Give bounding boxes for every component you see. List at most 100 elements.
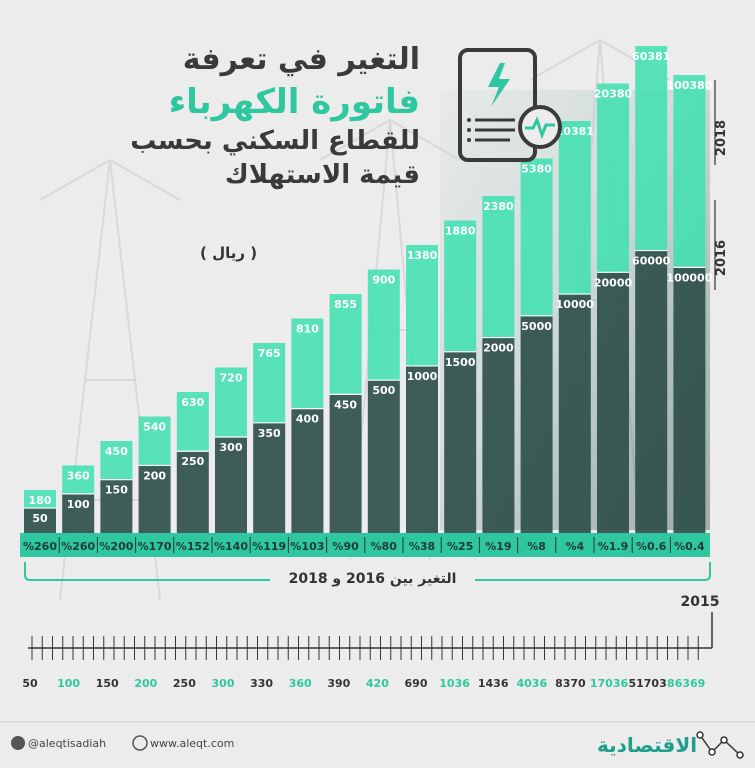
data-label-2018: 630 [181, 396, 204, 409]
data-label-2018: 20380 [594, 88, 633, 101]
twitter-icon [11, 736, 25, 750]
bar-2016 [138, 465, 171, 533]
data-label-2018: 900 [372, 274, 395, 287]
consumption-label: 360 [289, 677, 312, 690]
data-label-2018: 855 [334, 298, 357, 311]
bar-2018 [253, 343, 286, 423]
data-label-2018: 360 [67, 470, 90, 483]
change-label: %103 [290, 540, 324, 553]
data-label-2016: 100 [67, 498, 90, 511]
bar-2016 [24, 508, 56, 533]
consumption-label: 150 [96, 677, 119, 690]
data-label-2018: 450 [105, 445, 128, 458]
bar-2016 [482, 337, 515, 533]
consumption-label: 250 [173, 677, 196, 690]
bar-2018 [482, 196, 515, 338]
change-label: %140 [214, 540, 248, 553]
data-label-2018: 1380 [407, 249, 438, 262]
change-label: %90 [332, 540, 359, 553]
bar-2018 [176, 392, 209, 452]
consumption-label: 4036 [516, 677, 547, 690]
brand-logo: الاقتصادية [597, 733, 698, 757]
bar-2018 [138, 416, 171, 466]
bar-2016 [215, 437, 247, 533]
data-label-2018: 765 [258, 347, 281, 360]
consumption-label: 200 [134, 677, 157, 690]
data-label-2016: 150 [105, 484, 128, 497]
data-label-2016: 300 [220, 441, 243, 454]
bar-2016 [558, 294, 591, 533]
bar-2016 [597, 272, 629, 533]
consumption-label: 1436 [478, 677, 509, 690]
bar-2016 [520, 315, 553, 533]
website-link[interactable]: www.aleqt.com [150, 737, 235, 750]
change-label: %260 [61, 540, 95, 553]
change-label: %19 [485, 540, 511, 553]
bar-2018 [444, 220, 477, 352]
data-label-2018: 540 [143, 421, 166, 434]
data-label-2016: 400 [296, 413, 319, 426]
consumption-label: 300 [212, 677, 235, 690]
bar-2016 [673, 267, 706, 533]
title-block: التغير في تعرفة فاتورة الكهرباء للقطاع ا… [60, 40, 420, 192]
change-label: %25 [447, 540, 473, 553]
consumption-label: 100 [57, 677, 80, 690]
bar-2018 [329, 294, 362, 395]
data-label-2016: 500 [372, 384, 395, 397]
data-label-2016: 1500 [445, 356, 476, 369]
consumption-label: 51703 [628, 677, 666, 690]
change-label: %38 [409, 540, 435, 553]
bar-2016 [406, 365, 438, 533]
consumption-label: 86369 [667, 677, 705, 690]
change-label: %119 [252, 540, 286, 553]
consumption-label: 390 [327, 677, 350, 690]
change-label: %0.4 [674, 540, 705, 553]
data-label-2018: 180 [29, 494, 52, 507]
bar-2016 [291, 408, 324, 533]
bar-2018 [635, 46, 668, 251]
bar-2018 [406, 245, 438, 366]
data-label-2016: 60000 [632, 255, 671, 268]
consumption-label: 50 [22, 677, 38, 690]
bar-2018 [100, 441, 133, 480]
bar-2016 [635, 250, 668, 534]
change-label: %260 [23, 540, 57, 553]
consumption-label: 1036 [439, 677, 470, 690]
bar-2018 [558, 121, 591, 295]
bar-2018 [62, 465, 95, 494]
consumption-label: 17036 [590, 677, 629, 690]
bar-2018 [291, 318, 324, 409]
data-label-2016: 100000 [666, 271, 712, 284]
data-label-2016: 10000 [556, 298, 595, 311]
data-label-2018: 10381 [556, 125, 594, 138]
data-label-2016: 5000 [521, 320, 552, 333]
data-label-2018: 720 [220, 372, 243, 385]
change-label: %170 [138, 540, 172, 553]
data-label-2018: 60381 [632, 50, 670, 63]
change-label: %200 [99, 540, 133, 553]
bar-2016 [253, 422, 286, 533]
title-line-2: فاتورة الكهرباء [168, 82, 420, 122]
bar-2016 [176, 451, 209, 533]
data-label-2016: 50 [32, 512, 48, 525]
change-label: %4 [565, 540, 584, 553]
data-label-2016: 350 [258, 427, 281, 440]
data-label-2018: 810 [296, 323, 319, 336]
bar-2018 [673, 75, 706, 268]
change-label: %1.9 [598, 540, 629, 553]
globe-icon [132, 735, 148, 751]
consumption-label: 8370 [555, 677, 586, 690]
bill-icon [458, 48, 562, 162]
data-label-2016: 2000 [483, 342, 514, 355]
change-label: %152 [176, 540, 210, 553]
logo-graph-icon [696, 731, 744, 759]
bar-2018 [597, 83, 629, 273]
bar-2016 [62, 493, 95, 533]
bar-2018 [367, 269, 400, 381]
bar-2016 [367, 380, 400, 533]
data-label-2018: 1880 [445, 225, 476, 238]
data-label-2016: 200 [143, 469, 166, 482]
title-line-4: قيمة الاستهلاك [224, 160, 420, 190]
twitter-handle[interactable]: @aleqtisadiah [28, 737, 107, 750]
bar-2018 [215, 367, 247, 438]
